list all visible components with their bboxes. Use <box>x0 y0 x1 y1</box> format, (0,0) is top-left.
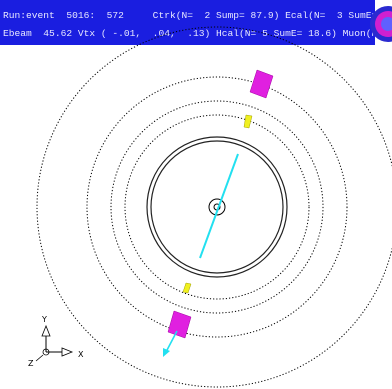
header-line: Run:event 5016: 572 Ctrk(N= 2 Sump= 87.9… <box>3 10 392 21</box>
logo <box>370 6 392 42</box>
hcal-hit <box>249 69 274 99</box>
axis-label: X <box>78 350 84 359</box>
detector <box>36 26 392 388</box>
hcal-hit <box>167 310 192 339</box>
axis-label: Z <box>28 359 34 368</box>
muon-arrow <box>163 330 178 357</box>
axis-label: Y <box>41 315 47 324</box>
axes-gizmo: Y X Z <box>28 315 84 368</box>
header-bar <box>0 0 375 45</box>
header-line: Ebeam 45.62 Vtx ( -.01, .04, .13) Hcal(N… <box>3 28 392 39</box>
track <box>199 153 239 259</box>
ecal-hit <box>243 114 253 129</box>
ecal-hit <box>182 282 192 294</box>
